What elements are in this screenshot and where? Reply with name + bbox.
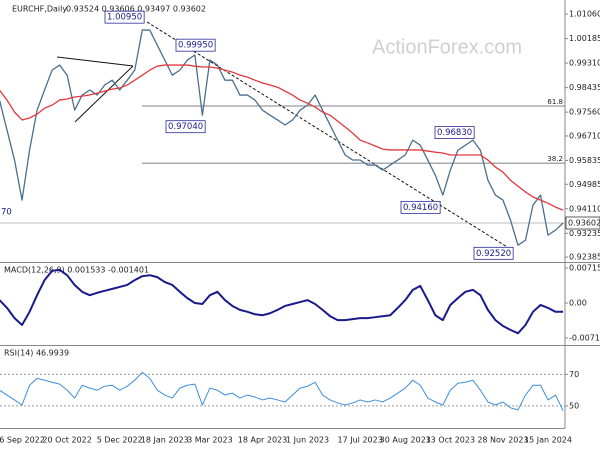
annotation-box xyxy=(473,246,514,260)
x-tick-label: 28 Nov 2023 xyxy=(477,436,528,445)
x-tick-label: 5 Dec 2022 xyxy=(97,436,143,445)
price-annotation: 0.97040 xyxy=(165,120,206,134)
frame xyxy=(0,0,600,429)
y-tick-label: 0.97560 xyxy=(569,108,600,117)
y-tick-label: 1.00185 xyxy=(569,34,600,43)
x-tick-label: 20 Oct 2022 xyxy=(42,436,91,445)
annotation-box xyxy=(175,38,216,52)
y-tick-label: 0.94985 xyxy=(569,180,600,189)
y-tick-label: 0.007159 xyxy=(569,264,600,273)
trend-lines xyxy=(56,21,513,251)
edge-label: 70 xyxy=(1,208,12,218)
series-line xyxy=(0,29,564,246)
series-line xyxy=(0,371,564,411)
x-tick-label: 13 Oct 2023 xyxy=(426,436,475,445)
annotation-label: 1.00950 xyxy=(107,13,142,23)
x-tick-label: 18 Apr 2023 xyxy=(238,436,287,445)
annotation-box xyxy=(104,10,145,24)
triangle-lower xyxy=(74,65,134,123)
last-price-label: 0.93602 xyxy=(568,219,600,228)
price-readout: 0.93524 0.93606 0.93497 0.93602 xyxy=(66,5,206,14)
annotation-label: 0.96830 xyxy=(437,128,472,138)
price-annotation: 1.00950 xyxy=(104,10,145,24)
y-tick-label: 0.98435 xyxy=(569,83,600,92)
x-tick-label: 17 Jul 2023 xyxy=(338,436,383,445)
x-tick-label: 18 Jan 2023 xyxy=(141,436,189,445)
price-annotation: 0.94160 xyxy=(400,200,441,214)
annotation-box xyxy=(400,200,441,214)
x-tick-label: 1 Jun 2023 xyxy=(286,436,329,445)
y-tick-label: 0.96710 xyxy=(569,131,600,140)
price-annotation: 0.96830 xyxy=(434,126,475,139)
x-tick-label: 30 Aug 2023 xyxy=(380,436,431,445)
y-tick-label: 0.00 xyxy=(569,299,587,308)
rsi-title: RSI(14) 46.9939 xyxy=(4,349,69,358)
y-tick-label: 0.99310 xyxy=(569,59,600,68)
macd-title: MACD(12,26,9) 0.001533 -0.001401 xyxy=(4,266,149,275)
y-tick-label: 70 xyxy=(569,370,579,379)
triangle-upper xyxy=(56,56,134,67)
annotation-label: 0.99950 xyxy=(178,41,213,51)
fib-label: 61.8 xyxy=(547,98,563,106)
series-line xyxy=(0,268,564,335)
y-tick-label: 0.94110 xyxy=(569,204,600,213)
y-tick-label: 0.95835 xyxy=(569,156,600,165)
watermark: ActionForex.com xyxy=(372,36,522,58)
annotation-label: 0.92520 xyxy=(476,249,511,259)
annotation-box xyxy=(434,126,475,139)
y-tick-label: 0.92385 xyxy=(569,253,600,262)
y-tick-label: -0.007173 xyxy=(569,334,600,343)
dashed-trend-line xyxy=(146,21,513,251)
y-tick-label: 50 xyxy=(569,401,579,410)
y-tick-label: 1.01060 xyxy=(569,10,600,19)
y-tick-label: 0.93235 xyxy=(569,229,600,238)
x-tick-label: 15 Jan 2024 xyxy=(524,436,572,445)
annotation-label: 0.97040 xyxy=(168,122,203,132)
series-line xyxy=(0,64,564,211)
annotation-label: 0.94160 xyxy=(403,203,438,213)
x-tick-label: 3 Mar 2023 xyxy=(187,436,233,445)
last-price-box xyxy=(565,216,600,230)
fib-label: 38.2 xyxy=(547,155,563,163)
chart-title: EURCHF,Daily xyxy=(12,5,67,14)
price-annotation: 0.92520 xyxy=(473,246,514,260)
annotation-box xyxy=(165,120,206,134)
x-tick-label: 6 Sep 2022 xyxy=(0,436,45,445)
price-annotation: 0.99950 xyxy=(175,38,216,52)
